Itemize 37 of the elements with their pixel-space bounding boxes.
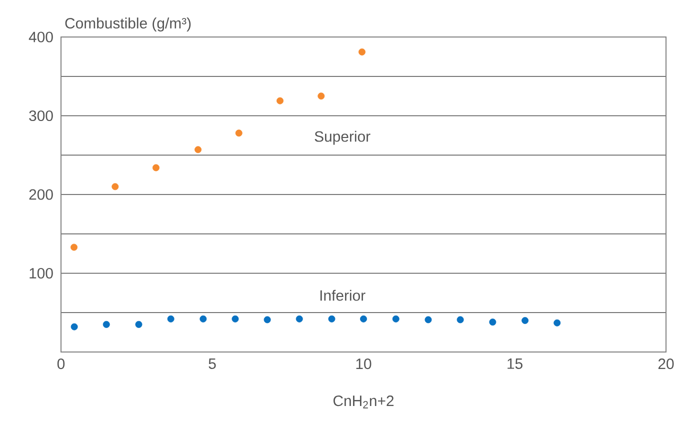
point bbox=[522, 317, 529, 324]
point bbox=[167, 315, 174, 322]
point bbox=[232, 315, 239, 322]
point bbox=[328, 315, 336, 322]
x-tick-label: 5 bbox=[208, 358, 216, 369]
y-tick-label: 300 bbox=[29, 110, 53, 122]
x-tick-label: 0 bbox=[57, 358, 65, 370]
x-tick-label: 15 bbox=[508, 358, 522, 369]
point bbox=[318, 92, 325, 100]
series-label: Inferior bbox=[320, 290, 366, 301]
point bbox=[235, 130, 242, 137]
y-tick-label: 200 bbox=[29, 189, 53, 200]
point bbox=[392, 315, 400, 322]
point bbox=[489, 318, 496, 326]
point bbox=[135, 320, 142, 328]
point bbox=[276, 97, 284, 104]
point bbox=[360, 315, 367, 322]
point bbox=[424, 316, 432, 324]
point bbox=[112, 183, 119, 190]
point bbox=[200, 315, 207, 322]
point bbox=[70, 323, 78, 330]
x-tick-label: 10 bbox=[356, 358, 372, 370]
point bbox=[152, 164, 160, 172]
point bbox=[296, 315, 303, 322]
x-tick-label: 20 bbox=[658, 358, 674, 370]
point bbox=[554, 319, 561, 326]
point bbox=[70, 244, 78, 251]
y-axis-title: Combustible (g/m³) bbox=[65, 18, 191, 32]
point bbox=[264, 316, 271, 324]
y-tick-label: 100 bbox=[30, 268, 53, 279]
point bbox=[456, 316, 464, 324]
y-tick-label: 400 bbox=[28, 32, 53, 42]
point bbox=[194, 146, 202, 154]
x-axis-title: CnH$_{2}$n+2 bbox=[333, 396, 394, 408]
point bbox=[102, 320, 110, 328]
text: Superior bbox=[314, 130, 370, 145]
point bbox=[358, 48, 366, 56]
